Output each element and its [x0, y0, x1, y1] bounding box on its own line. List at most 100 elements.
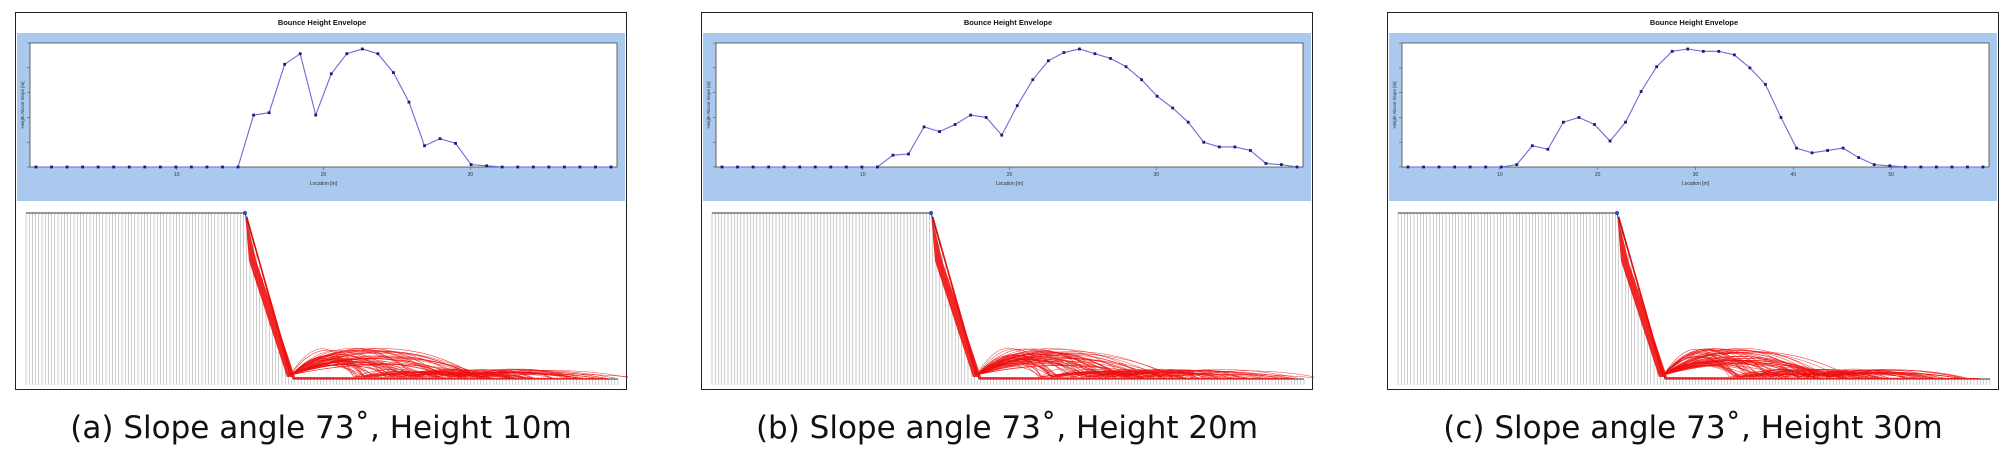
x-tick-label: 20: [1007, 172, 1013, 178]
trajectory-5: [932, 216, 1279, 379]
envelope-point-23: [1078, 47, 1081, 51]
envelope-point-22: [1748, 66, 1752, 70]
x-tick-label: 10: [1497, 172, 1503, 178]
trajectory-57: [1618, 216, 1783, 379]
trajectory-29: [1618, 216, 1965, 379]
envelope-point-22: [376, 52, 380, 56]
trajectory-37: [1618, 216, 1860, 379]
trajectory-58: [1618, 216, 1861, 379]
envelope-point-34: [1248, 149, 1252, 152]
panel-a: Bounce Height Envelope Height Above Slope…: [15, 12, 628, 390]
envelope-point-7: [1515, 163, 1519, 167]
trajectory-56: [932, 216, 1084, 379]
rockfall-trajectories: [1617, 213, 1980, 379]
envelope-point-14: [1624, 120, 1627, 124]
trajectory-48: [932, 216, 1232, 379]
envelope-point-0: [720, 165, 724, 169]
envelope-point-27: [1826, 149, 1829, 152]
envelope-point-11: [891, 153, 895, 157]
trajectory-49: [1618, 216, 1870, 379]
envelope-point-11: [205, 165, 209, 169]
trajectory-59: [1618, 216, 1816, 379]
x-tick-label: 20: [1595, 172, 1601, 178]
trajectory-48: [1618, 216, 1932, 379]
x-tick-label: 40: [1791, 172, 1797, 178]
x-axis-label: Location [m]: [1682, 181, 1710, 187]
envelope-point-24: [1779, 116, 1783, 119]
envelope-point-29: [1171, 106, 1175, 110]
envelope-point-33: [1233, 145, 1237, 149]
trajectory-5: [246, 216, 628, 378]
x-tick-label: 10: [860, 172, 866, 178]
envelope-point-5: [1484, 165, 1488, 169]
rockfall-trajectories: [931, 213, 1314, 379]
envelope-point-0: [1406, 165, 1410, 169]
trajectory-53: [1618, 216, 1921, 379]
envelope-point-20: [1031, 78, 1035, 82]
envelope-point-20: [345, 52, 349, 56]
envelope-point-14: [252, 113, 255, 117]
trajectory-59: [932, 216, 1263, 379]
envelope-title: Bounce Height Envelope: [964, 18, 1052, 27]
envelope-point-24: [1093, 52, 1097, 56]
trajectory-7: [932, 216, 1277, 379]
envelope-point-13: [236, 165, 240, 169]
envelope-point-35: [1264, 162, 1268, 165]
envelope-point-8: [158, 165, 162, 169]
envelope-point-16: [969, 113, 973, 117]
trajectory-6: [246, 216, 552, 379]
envelope-point-37: [609, 165, 613, 169]
envelope-point-28: [1841, 146, 1845, 150]
trajectory-51: [246, 216, 445, 379]
envelope-point-9: [174, 165, 178, 169]
envelope-point-13: [1608, 139, 1612, 143]
envelope-point-17: [984, 116, 988, 119]
trajectory-44: [246, 216, 584, 379]
envelope-point-1: [1422, 165, 1425, 169]
envelope-point-17: [298, 52, 302, 56]
caption-a: (a) Slope angle 73˚, Height 10m: [70, 410, 572, 446]
envelope-point-29: [485, 164, 489, 168]
trajectory-53: [246, 216, 526, 379]
y-axis-label: Height Above Slope [m]: [706, 81, 711, 128]
envelope-point-2: [1437, 165, 1441, 169]
envelope-point-18: [1000, 133, 1004, 137]
envelope-point-10: [1562, 120, 1565, 124]
envelope-point-16: [1655, 65, 1659, 69]
envelope-point-7: [829, 165, 833, 169]
envelope-point-20: [1717, 49, 1721, 53]
panel-c-svg: Bounce Height Envelope Height Above Slope…: [1389, 18, 1997, 385]
trajectory-27: [246, 216, 526, 379]
slope-line: [26, 212, 618, 380]
y-axis-label: Height Above Slope [m]: [1392, 81, 1397, 128]
x-axis-label: Location [m]: [996, 181, 1024, 187]
envelope-point-29: [1857, 156, 1861, 159]
envelope-point-25: [1795, 146, 1798, 150]
envelope-point-14: [938, 130, 941, 133]
envelope-point-12: [1593, 123, 1596, 126]
trajectory-44: [1618, 216, 1963, 379]
envelope-point-21: [1046, 59, 1050, 63]
envelope-point-18: [1686, 47, 1690, 51]
envelope-point-16: [283, 62, 287, 66]
envelope-point-10: [190, 165, 193, 169]
envelope-point-2: [65, 165, 69, 169]
envelope-point-30: [1186, 120, 1190, 124]
trajectory-25: [246, 216, 553, 379]
envelope-point-3: [1453, 165, 1457, 169]
envelope-point-21: [360, 47, 364, 51]
envelope-point-30: [500, 165, 504, 169]
x-tick-label: 10: [174, 172, 180, 178]
envelope-point-26: [1124, 65, 1128, 69]
envelope-point-32: [531, 165, 535, 169]
trajectory-23: [932, 216, 1314, 378]
envelope-point-31: [1888, 164, 1892, 168]
trajectory-0: [1618, 216, 1958, 379]
x-tick-label: 30: [1693, 172, 1699, 178]
trajectory-56: [1618, 216, 1870, 379]
envelope-point-36: [594, 165, 597, 169]
envelope-point-8: [844, 165, 848, 169]
envelope-point-6: [127, 165, 131, 169]
envelope-point-9: [1546, 147, 1550, 151]
rockfall-trajectories: [245, 213, 628, 379]
